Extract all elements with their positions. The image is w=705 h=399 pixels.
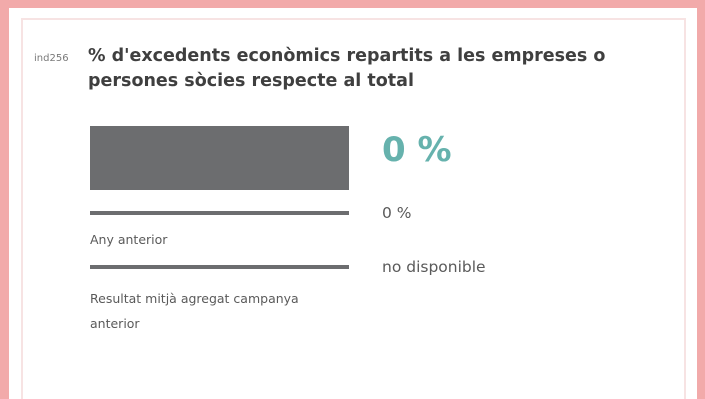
previous-year-label: Any anterior <box>90 232 168 247</box>
campaign-average-value: no disponible <box>382 258 486 276</box>
campaign-average-line <box>90 265 349 269</box>
indicator-code: ind256 <box>34 53 69 64</box>
result-bar <box>90 126 349 190</box>
result-value: 0 % <box>382 130 452 170</box>
card-inner-border <box>21 18 686 399</box>
previous-year-line <box>90 211 349 215</box>
previous-year-value: 0 % <box>382 204 412 222</box>
campaign-average-label: Resultat mitjà agregat campanya anterior <box>90 291 299 331</box>
indicator-title: % d'excedents econòmics repartits a les … <box>88 46 606 91</box>
